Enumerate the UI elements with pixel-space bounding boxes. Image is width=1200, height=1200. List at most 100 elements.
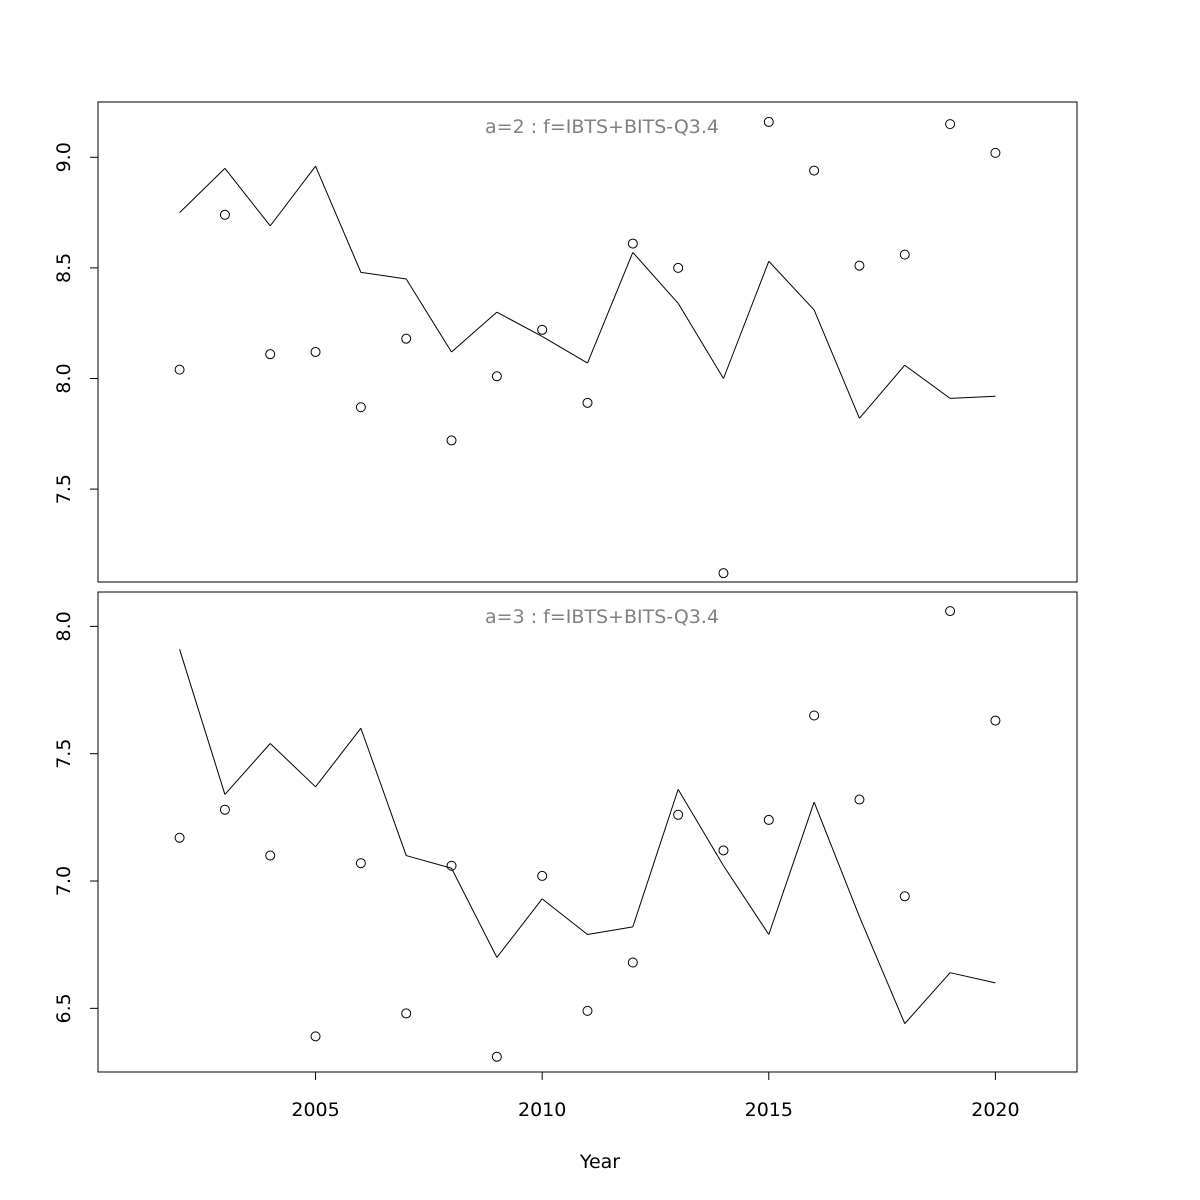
panel-age-3-point	[854, 794, 865, 805]
panel-age-2-line-segment	[360, 271, 407, 280]
panel-age-3-point	[219, 804, 230, 815]
panel-age-3-point	[899, 891, 910, 902]
x-tick-label: 2020	[971, 1099, 1019, 1121]
panel-age-2-point	[355, 402, 366, 413]
panel-age-3-line-segment	[587, 926, 633, 935]
panel-age-3-line-segment	[360, 728, 407, 856]
panel-age-3-line-segment	[451, 868, 498, 958]
panel-age-2-y-tick-label: 8.5	[53, 253, 75, 283]
panel-age-2-line-segment	[587, 252, 634, 364]
panel-age-2-point	[219, 209, 230, 220]
panel-age-2-fitted-line	[179, 165, 996, 419]
panel-age-3-point	[491, 1051, 502, 1062]
panel-age-2-y-axis: 7.5 8.0 8.5 9.0	[53, 142, 98, 504]
panel-age-2-line-segment	[904, 364, 951, 399]
panel-age-2-line-segment	[632, 252, 679, 304]
panel-age-2-point	[718, 568, 729, 579]
panel-age-3-point	[401, 1008, 412, 1019]
panel-age-2-line-segment	[451, 311, 498, 353]
panel-age-2-point	[854, 260, 865, 271]
panel-age-3-line-segment	[677, 789, 724, 866]
panel-age-3-line-segment	[632, 789, 679, 928]
panel-age-2-line-segment	[768, 260, 815, 311]
panel-age-3-point	[446, 860, 457, 871]
panel-age-2-point	[899, 249, 910, 260]
panel-age-3-line-segment	[904, 972, 951, 1024]
panel-age-2-title: a=2 : f=IBTS+BITS-Q3.4	[485, 116, 719, 138]
panel-age-2-line-segment	[677, 303, 724, 379]
panel-age-3-point	[673, 809, 684, 820]
panel-age-3-line-segment	[541, 898, 588, 935]
panel-age-2-point	[945, 119, 956, 130]
panel-age-3-line-segment	[179, 649, 226, 795]
panel-age-2-y-tick-label: 7.5	[53, 474, 75, 504]
panel-age-2-y-tick-label: 8.0	[53, 363, 75, 393]
panel-age-3-line-segment	[224, 743, 271, 795]
panel-age-2-point	[627, 238, 638, 249]
panel-age-2-point	[491, 371, 502, 382]
x-tick-label: 2015	[745, 1099, 793, 1121]
panel-age-3-line-segment	[723, 865, 770, 935]
panel-age-2-line-segment	[179, 168, 226, 213]
panel-age-3-line-segment	[496, 898, 543, 958]
panel-age-3-point	[265, 850, 276, 861]
panel-age-2-line-segment	[541, 336, 588, 364]
panel-age-3-point	[718, 845, 729, 856]
panel-age-3-title: a=3 : f=IBTS+BITS-Q3.4	[485, 606, 719, 628]
panel-age-3-line-segment	[949, 972, 996, 984]
panel-age-2-point	[582, 397, 593, 408]
panel-age-3-point	[990, 715, 1001, 726]
panel-age-2-point	[809, 165, 820, 176]
panel-age-2-line-segment	[269, 165, 316, 227]
panel-age-3-observed-points	[174, 606, 1001, 1062]
panel-age-2-line-segment	[723, 261, 770, 379]
panel-age-2-point	[265, 349, 276, 360]
panel-age-3-point	[355, 858, 366, 869]
panel-age-3-point	[945, 606, 956, 617]
panel-age-3-point	[809, 710, 820, 721]
panel-age-2-point	[446, 435, 457, 446]
panel-age-2-line-segment	[496, 311, 543, 337]
panel-age-3: a=3 : f=IBTS+BITS-Q3.4 6.5 7.0 7.5 8.0	[53, 591, 1078, 1073]
panel-age-2-observed-points	[174, 116, 1001, 579]
panel-age-2-line-segment	[813, 309, 860, 419]
panel-age-3-fitted-line	[179, 649, 996, 1024]
panel-age-3-line-segment	[406, 855, 452, 869]
panel-age-3-line-segment	[813, 801, 860, 917]
panel-age-2: a=2 : f=IBTS+BITS-Q3.4 7.5 8.0 8.5 9.0	[53, 101, 1078, 583]
panel-age-2-line-segment	[859, 364, 906, 419]
panel-age-2-line-segment	[224, 168, 271, 227]
panel-age-2-point	[310, 346, 321, 357]
panel-age-2-point	[401, 333, 412, 344]
panel-age-3-point	[582, 1005, 593, 1016]
panel-age-3-y-tick-label: 6.5	[53, 993, 75, 1023]
panel-age-3-y-tick-label: 8.0	[53, 611, 75, 641]
panel-age-2-point	[174, 364, 185, 375]
x-axis: 2005 2010 2015 2020	[291, 1071, 1020, 1121]
panel-age-2-line-segment	[315, 165, 362, 273]
panel-age-3-line-segment	[858, 916, 906, 1024]
panel-age-2-point	[763, 116, 774, 127]
panel-age-3-line-segment	[269, 743, 316, 788]
panel-age-2-point	[673, 262, 684, 273]
panel-age-2-line-segment	[950, 395, 996, 399]
x-tick-label: 2005	[291, 1099, 339, 1121]
x-tick-label: 2010	[518, 1099, 566, 1121]
panel-age-2-point	[537, 324, 548, 335]
panel-age-3-point	[174, 832, 185, 843]
panel-age-2-point	[990, 147, 1001, 158]
panel-age-3-line-segment	[768, 801, 815, 935]
panel-age-3-point	[627, 957, 638, 968]
panel-age-2-y-tick-label: 9.0	[53, 142, 75, 172]
panel-age-2-line-segment	[405, 278, 452, 353]
x-axis-label: Year	[579, 1151, 620, 1173]
panel-age-2-frame	[97, 101, 1078, 583]
panel-age-3-point	[763, 814, 774, 825]
panel-age-3-point	[537, 870, 548, 881]
panel-age-3-point	[310, 1031, 321, 1042]
panel-age-3-line-segment	[315, 727, 362, 788]
panel-age-3-y-tick-label: 7.0	[53, 866, 75, 896]
panel-age-3-y-axis: 6.5 7.0 7.5 8.0	[53, 611, 98, 1023]
